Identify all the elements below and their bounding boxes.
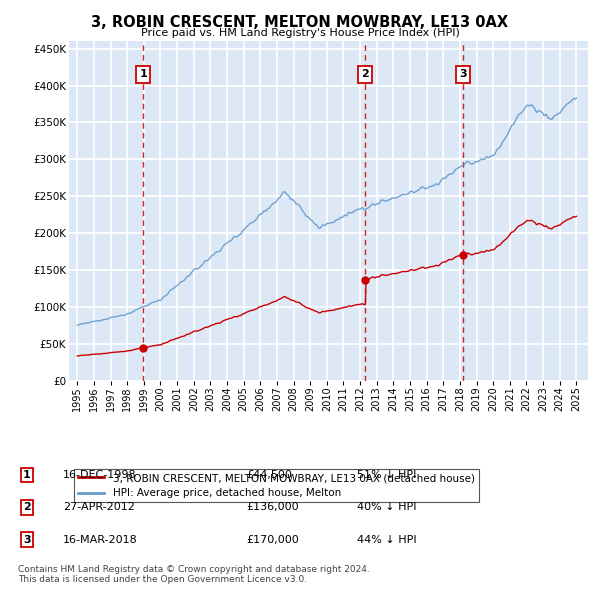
Text: 44% ↓ HPI: 44% ↓ HPI	[357, 535, 416, 545]
Text: £136,000: £136,000	[246, 503, 299, 512]
Text: 3: 3	[23, 535, 31, 545]
Text: 3, ROBIN CRESCENT, MELTON MOWBRAY, LE13 0AX: 3, ROBIN CRESCENT, MELTON MOWBRAY, LE13 …	[91, 15, 509, 30]
Text: 2: 2	[23, 503, 31, 512]
Text: 16-MAR-2018: 16-MAR-2018	[63, 535, 138, 545]
Text: Contains HM Land Registry data © Crown copyright and database right 2024.
This d: Contains HM Land Registry data © Crown c…	[18, 565, 370, 584]
Text: 51% ↓ HPI: 51% ↓ HPI	[357, 470, 416, 480]
Text: 27-APR-2012: 27-APR-2012	[63, 503, 135, 512]
Text: 2: 2	[362, 70, 370, 80]
Text: 1: 1	[139, 70, 147, 80]
Text: £170,000: £170,000	[246, 535, 299, 545]
Legend: 3, ROBIN CRESCENT, MELTON MOWBRAY, LE13 0AX (detached house), HPI: Average price: 3, ROBIN CRESCENT, MELTON MOWBRAY, LE13 …	[74, 469, 479, 503]
Text: Price paid vs. HM Land Registry's House Price Index (HPI): Price paid vs. HM Land Registry's House …	[140, 28, 460, 38]
Text: £44,500: £44,500	[246, 470, 292, 480]
Text: 40% ↓ HPI: 40% ↓ HPI	[357, 503, 416, 512]
Text: 3: 3	[460, 70, 467, 80]
Text: 16-DEC-1998: 16-DEC-1998	[63, 470, 137, 480]
Text: 1: 1	[23, 470, 31, 480]
